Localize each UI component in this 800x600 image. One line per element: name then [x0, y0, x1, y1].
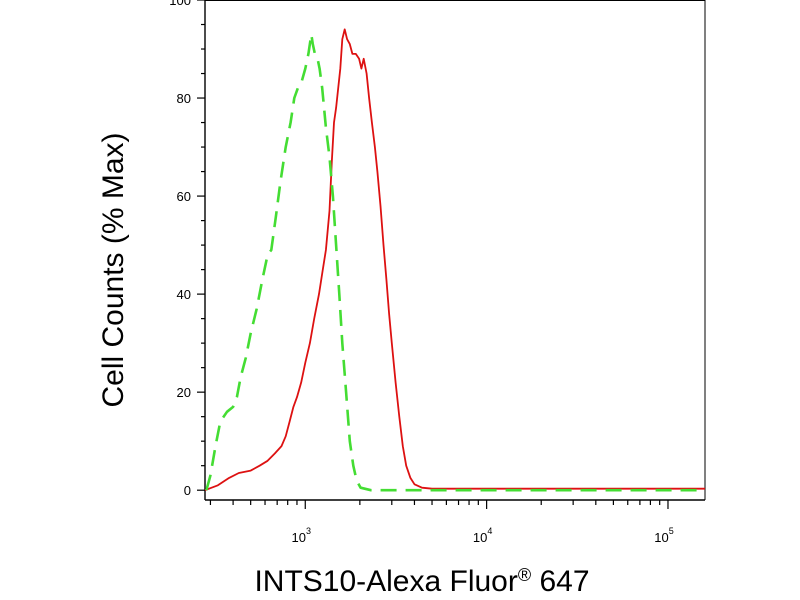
series-lines	[204, 28, 705, 492]
x-axis-title: INTS10-Alexa Fluor® 647	[254, 565, 589, 598]
y-tick-label: 80	[177, 91, 191, 106]
y-axis-ticks: 0 20 40 60 80 100	[169, 0, 205, 498]
stained-series-line	[204, 28, 705, 492]
y-tick-label: 20	[177, 385, 191, 400]
x-axis-ticks: 103 104 105	[209, 500, 674, 545]
plot-frame	[204, 0, 706, 501]
y-tick-label: 100	[169, 0, 191, 8]
x-tick-label: 105	[654, 526, 673, 545]
x-axis-title-main: INTS10-Alexa Fluor	[254, 565, 517, 598]
y-tick-label: 0	[184, 483, 191, 498]
x-tick-label: 104	[473, 526, 492, 545]
x-axis-title-suffix: 647	[539, 565, 589, 598]
x-tick-label: 103	[292, 526, 311, 545]
y-tick-label: 40	[177, 287, 191, 302]
registered-mark: ®	[518, 565, 531, 585]
y-axis-title: Cell Counts (% Max)	[97, 132, 130, 407]
y-tick-label: 60	[177, 189, 191, 204]
control-series-line	[205, 33, 705, 492]
